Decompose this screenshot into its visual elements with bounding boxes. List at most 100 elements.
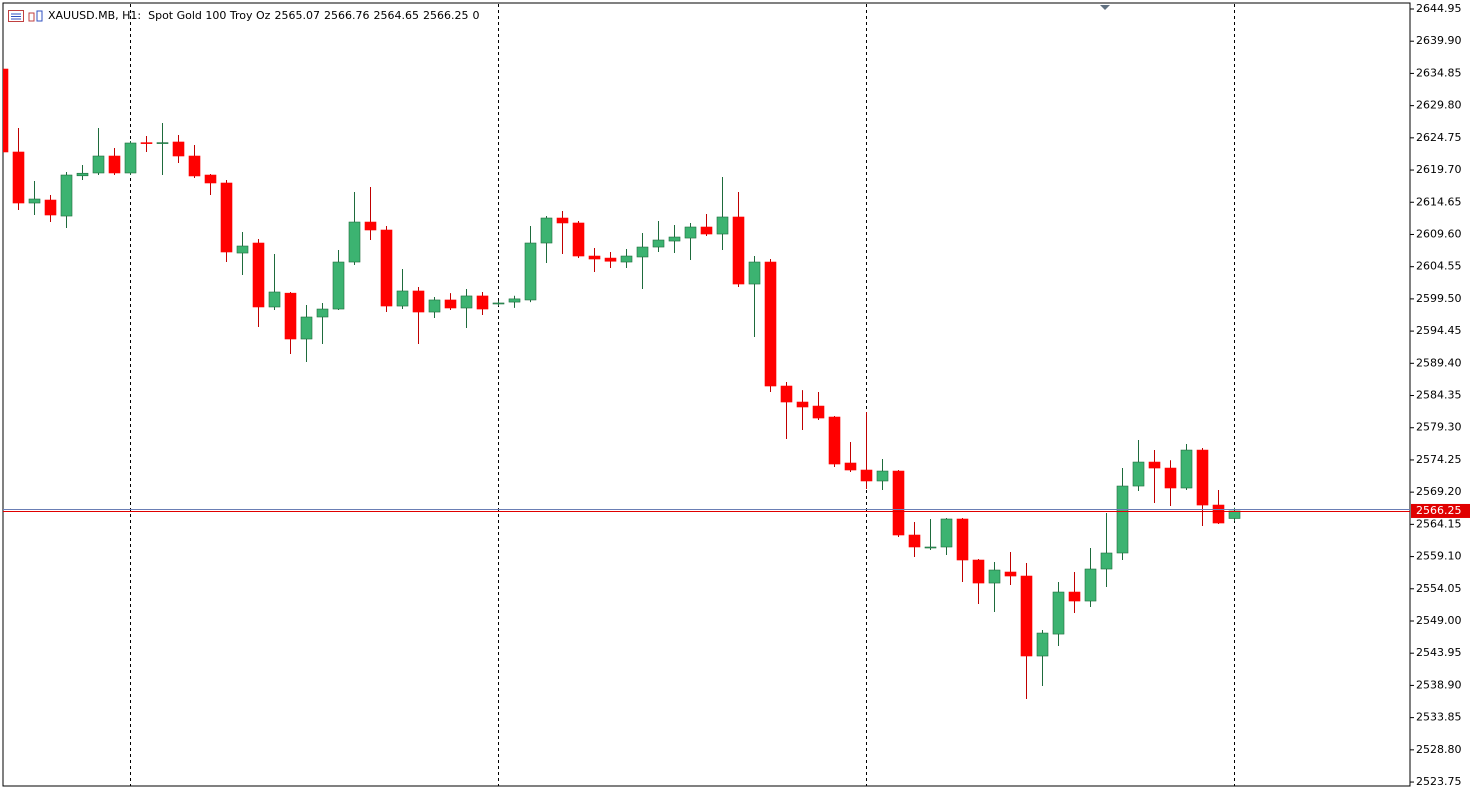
y-tick-label: 2554.05: [1416, 582, 1462, 595]
candle-body: [1020, 575, 1033, 657]
candle-body: [684, 226, 697, 239]
candle-body: [380, 229, 393, 307]
candle-body: [172, 141, 185, 157]
candle-body: [812, 405, 825, 419]
candle-body: [508, 298, 521, 303]
header-high: 2566.76: [323, 9, 370, 22]
candle-body: [908, 534, 921, 548]
y-tick-label: 2589.40: [1416, 356, 1462, 369]
candle-body: [588, 255, 601, 260]
candle-body: [636, 246, 649, 258]
candle-body: [1164, 467, 1177, 489]
candle-body: [348, 221, 361, 263]
y-tick-label: 2609.60: [1416, 227, 1462, 240]
candle-body: [1132, 461, 1145, 487]
candle-body: [188, 155, 201, 177]
y-tick-label: 2644.95: [1416, 2, 1462, 15]
candle-body: [620, 255, 633, 263]
candle-body: [444, 299, 457, 309]
candle-body: [316, 308, 329, 318]
candle-body: [732, 216, 745, 285]
candle-body: [876, 470, 889, 482]
header-close: 2566.25: [422, 9, 469, 22]
icon: [8, 9, 24, 22]
header-open: 2565.07: [274, 9, 320, 22]
y-tick-label: 2639.90: [1416, 34, 1462, 47]
candle-body: [156, 142, 169, 144]
candle-body: [220, 182, 233, 253]
candle-body: [60, 174, 73, 217]
candle-body: [1148, 461, 1161, 469]
y-tick-label: 2528.80: [1416, 743, 1462, 756]
y-tick-label: 2604.55: [1416, 260, 1462, 273]
candle-body: [124, 142, 137, 174]
y-tick-label: 2619.70: [1416, 163, 1462, 176]
candle-body: [988, 569, 1001, 584]
candle-body: [828, 416, 841, 465]
candle-body: [1228, 510, 1241, 519]
candle-body: [76, 172, 89, 177]
candle-body: [252, 242, 265, 308]
y-tick-label: 2543.95: [1416, 646, 1462, 659]
y-tick-label: 2574.25: [1416, 453, 1462, 466]
candle-body: [796, 401, 809, 408]
candle-body: [460, 295, 473, 309]
candle-body: [28, 198, 41, 204]
candle-body: [652, 239, 665, 248]
y-tick-label: 2579.30: [1416, 421, 1462, 434]
candle-body: [1068, 591, 1081, 602]
candle-body: [1212, 504, 1225, 524]
y-tick-label: 2584.35: [1416, 389, 1462, 402]
candle-body: [716, 216, 729, 235]
candle-body: [236, 245, 249, 254]
candle-body: [540, 217, 553, 244]
candle-body: [300, 316, 313, 340]
y-tick-label: 2564.15: [1416, 517, 1462, 530]
candle-body: [1100, 552, 1113, 570]
candles: [3, 68, 1241, 699]
candle-body: [780, 385, 793, 403]
candle-body: [44, 199, 57, 216]
y-tick-label: 2549.00: [1416, 614, 1462, 627]
candle-body: [956, 518, 969, 561]
header-low: 2564.65: [373, 9, 419, 22]
candle-body: [268, 291, 281, 308]
shift-marker: [1100, 5, 1110, 10]
y-tick-label: 2614.65: [1416, 195, 1462, 208]
candle-body: [1084, 568, 1097, 602]
candle-body: [1116, 485, 1129, 554]
candle-body: [604, 257, 617, 262]
y-tick-label: 2523.75: [1416, 775, 1462, 788]
candle-body: [492, 302, 505, 305]
candle-body: [412, 290, 425, 313]
candle-body: [3, 68, 9, 153]
y-tick-label: 2569.20: [1416, 485, 1462, 498]
candle-body: [924, 546, 937, 549]
candle-body: [1052, 591, 1065, 635]
candle-body: [284, 292, 297, 340]
plot-area: [2, 2, 1411, 787]
y-tick-label: 2559.10: [1416, 550, 1462, 563]
candle-body: [556, 217, 569, 224]
y-tick-label: 2594.45: [1416, 324, 1462, 337]
candle-body: [764, 261, 777, 387]
price-label: 2566.25: [1416, 504, 1462, 517]
candle-body: [1180, 449, 1193, 489]
icon: [28, 10, 43, 21]
candle-body: [140, 142, 153, 144]
candle-body: [972, 559, 985, 584]
candle-body: [1196, 449, 1209, 506]
chart-header: XAUUSD.MB, H1: Spot Gold 100 Troy Oz 256…: [8, 9, 483, 22]
candle-body: [204, 174, 217, 184]
candle-body: [892, 470, 905, 536]
candle-body: [364, 221, 377, 231]
candle-body: [108, 155, 121, 174]
price-label-bg: [1411, 503, 1470, 518]
candle-body: [860, 469, 873, 482]
y-tick-label: 2533.85: [1416, 711, 1462, 724]
candle-body: [844, 462, 857, 471]
period-separators: [130, 4, 1235, 786]
candle-body: [332, 261, 345, 310]
